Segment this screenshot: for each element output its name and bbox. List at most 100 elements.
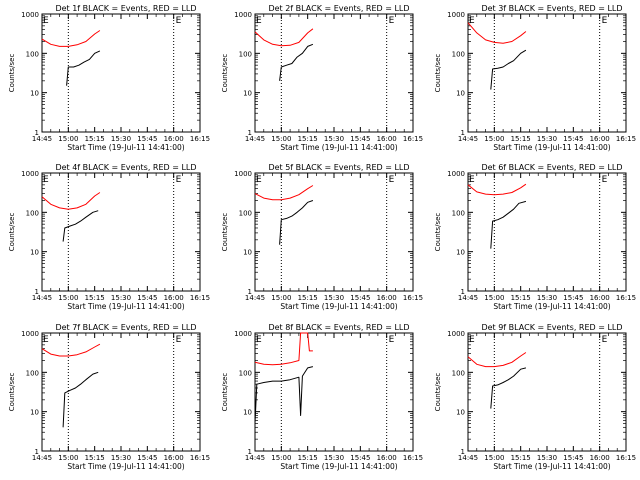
time-marker-label: E bbox=[256, 335, 262, 345]
chart-title: Det 4f BLACK = Events, RED = LLD bbox=[55, 163, 196, 172]
y-axis-label: Counts/sec bbox=[8, 54, 16, 93]
plot-frame bbox=[41, 172, 201, 292]
x-axis-label: Start Time (19-Jul-11 14:41:00) bbox=[493, 143, 610, 152]
time-marker-label: E bbox=[389, 175, 395, 185]
series-line-lld bbox=[41, 30, 101, 47]
y-tick-label: 10 bbox=[243, 90, 252, 98]
y-tick-label: 1 bbox=[248, 129, 252, 137]
plot-frame bbox=[41, 13, 201, 133]
x-tick-label: 16:15 bbox=[403, 135, 423, 143]
x-tick-label: 15:30 bbox=[324, 135, 344, 143]
y-axis-label: Counts/sec bbox=[434, 54, 442, 93]
x-tick-label: 16:15 bbox=[616, 454, 636, 462]
x-tick-label: 15:15 bbox=[85, 294, 105, 302]
y-tick-label: 10 bbox=[243, 249, 252, 257]
x-tick-label: 14:45 bbox=[245, 135, 265, 143]
x-tick-label: 15:45 bbox=[137, 294, 157, 302]
y-tick-label: 1 bbox=[35, 129, 39, 137]
y-tick-label: 1 bbox=[248, 288, 252, 296]
y-tick-label: 1000 bbox=[234, 170, 252, 178]
x-tick-label: 15:15 bbox=[85, 454, 105, 462]
y-axis-label: Counts/sec bbox=[221, 54, 229, 93]
series-line-lld bbox=[467, 22, 527, 44]
x-tick-label: 15:15 bbox=[511, 294, 531, 302]
x-tick-label: 16:00 bbox=[590, 294, 610, 302]
y-tick-label: 1 bbox=[248, 448, 252, 456]
plot-frame bbox=[254, 172, 414, 292]
series-line-lld bbox=[467, 183, 527, 196]
x-tick-label: 15:15 bbox=[511, 135, 531, 143]
y-tick-label: 100 bbox=[452, 369, 465, 377]
y-tick-label: 100 bbox=[239, 369, 252, 377]
time-marker-label: E bbox=[602, 16, 608, 26]
chart-title: Det 1f BLACK = Events, RED = LLD bbox=[55, 4, 196, 13]
x-tick-label: 16:15 bbox=[403, 454, 423, 462]
series-line-lld bbox=[254, 185, 314, 201]
y-axis-label: Counts/sec bbox=[221, 373, 229, 412]
x-tick-label: 15:30 bbox=[537, 294, 557, 302]
y-tick-label: 1000 bbox=[21, 11, 39, 19]
series-line-events bbox=[490, 49, 527, 90]
x-tick-label: 16:00 bbox=[377, 135, 397, 143]
x-tick-label: 16:15 bbox=[616, 294, 636, 302]
time-marker-label: E bbox=[256, 175, 262, 185]
x-tick-label: 15:30 bbox=[324, 454, 344, 462]
y-axis-label: Counts/sec bbox=[221, 213, 229, 252]
y-tick-label: 1000 bbox=[447, 170, 465, 178]
y-tick-label: 100 bbox=[239, 209, 252, 217]
series-line-events bbox=[279, 200, 314, 245]
x-tick-label: 14:45 bbox=[458, 135, 478, 143]
y-tick-label: 1000 bbox=[21, 170, 39, 178]
x-tick-label: 15:30 bbox=[324, 294, 344, 302]
x-tick-label: 15:00 bbox=[271, 454, 291, 462]
y-tick-label: 1 bbox=[35, 448, 39, 456]
chart-panel-4: Det 4f BLACK = Events, RED = LLD 1 10 100 10… bbox=[8, 163, 210, 311]
x-tick-label: 15:00 bbox=[58, 454, 78, 462]
y-tick-label: 10 bbox=[456, 409, 465, 417]
chart-title: Det 8f BLACK = Events, RED = LLD bbox=[268, 323, 409, 332]
series-line-events bbox=[62, 371, 99, 428]
x-axis-label: Start Time (19-Jul-11 14:41:00) bbox=[280, 143, 397, 152]
time-marker-label: E bbox=[469, 335, 475, 345]
chart-title: Det 9f BLACK = Events, RED = LLD bbox=[481, 323, 622, 332]
x-tick-label: 16:15 bbox=[616, 135, 636, 143]
time-marker-label: E bbox=[43, 16, 49, 26]
x-tick-label: 15:45 bbox=[563, 454, 583, 462]
x-axis-label: Start Time (19-Jul-11 14:41:00) bbox=[67, 462, 184, 471]
chart-panel-9: Det 9f BLACK = Events, RED = LLD 1 10 100 10… bbox=[434, 323, 636, 471]
x-tick-label: 16:15 bbox=[190, 454, 210, 462]
chart-title: Det 2f BLACK = Events, RED = LLD bbox=[268, 4, 409, 13]
time-marker-label: E bbox=[256, 16, 262, 26]
time-marker-label: E bbox=[469, 175, 475, 185]
x-axis-label: Start Time (19-Jul-11 14:41:00) bbox=[280, 302, 397, 311]
series-line-events bbox=[62, 210, 99, 242]
time-marker-label: E bbox=[43, 335, 49, 345]
x-tick-label: 14:45 bbox=[458, 454, 478, 462]
x-tick-label: 14:45 bbox=[458, 294, 478, 302]
x-tick-label: 15:30 bbox=[111, 294, 131, 302]
x-tick-label: 14:45 bbox=[32, 135, 52, 143]
y-tick-label: 10 bbox=[30, 249, 39, 257]
y-tick-label: 1000 bbox=[447, 11, 465, 19]
y-tick-label: 1000 bbox=[447, 330, 465, 338]
series-line-events bbox=[490, 200, 527, 249]
x-axis-label: Start Time (19-Jul-11 14:41:00) bbox=[67, 302, 184, 311]
x-tick-label: 15:00 bbox=[484, 135, 504, 143]
x-tick-label: 16:00 bbox=[590, 454, 610, 462]
y-tick-label: 1 bbox=[35, 288, 39, 296]
x-tick-label: 16:00 bbox=[590, 135, 610, 143]
x-tick-label: 15:00 bbox=[58, 135, 78, 143]
y-axis-label: Counts/sec bbox=[8, 373, 16, 412]
chart-panel-1: Det 1f BLACK = Events, RED = LLD 1 10 100 10… bbox=[8, 4, 210, 152]
x-tick-label: 15:15 bbox=[298, 454, 318, 462]
x-tick-label: 15:45 bbox=[350, 294, 370, 302]
time-marker-label: E bbox=[176, 16, 182, 26]
x-tick-label: 15:30 bbox=[111, 454, 131, 462]
series-line-lld bbox=[467, 352, 527, 368]
x-axis-label: Start Time (19-Jul-11 14:41:00) bbox=[493, 462, 610, 471]
x-axis-label: Start Time (19-Jul-11 14:41:00) bbox=[67, 143, 184, 152]
chart-panel-7: Det 7f BLACK = Events, RED = LLD 1 10 100 10… bbox=[8, 323, 210, 471]
x-tick-label: 16:15 bbox=[403, 294, 423, 302]
x-tick-label: 15:45 bbox=[137, 135, 157, 143]
series-line-lld bbox=[254, 28, 314, 47]
